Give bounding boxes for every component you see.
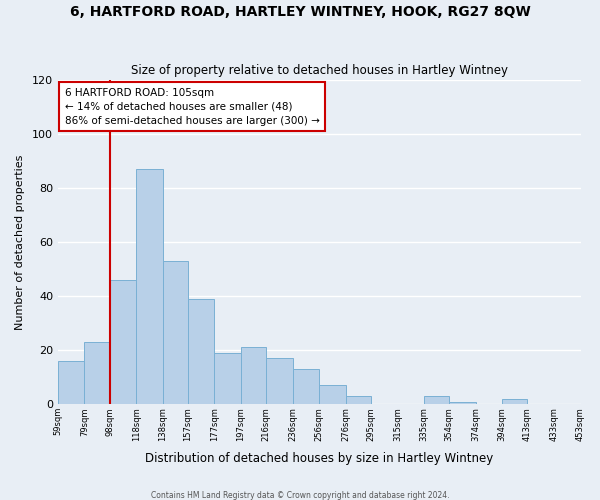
Y-axis label: Number of detached properties: Number of detached properties (15, 154, 25, 330)
Text: 6 HARTFORD ROAD: 105sqm
← 14% of detached houses are smaller (48)
86% of semi-de: 6 HARTFORD ROAD: 105sqm ← 14% of detache… (65, 88, 319, 126)
X-axis label: Distribution of detached houses by size in Hartley Wintney: Distribution of detached houses by size … (145, 452, 493, 465)
Bar (163, 261, 188, 404)
Bar (85, 342, 110, 404)
Text: 6, HARTFORD ROAD, HARTLEY WINTNEY, HOOK, RG27 8QW: 6, HARTFORD ROAD, HARTLEY WINTNEY, HOOK,… (70, 5, 530, 19)
Bar (58, 361, 85, 404)
Bar (136, 169, 163, 404)
Bar (188, 298, 214, 404)
Text: Contains HM Land Registry data © Crown copyright and database right 2024.: Contains HM Land Registry data © Crown c… (151, 490, 449, 500)
Bar (214, 353, 241, 404)
Bar (502, 399, 527, 404)
Bar (319, 386, 346, 404)
Bar (449, 402, 476, 404)
Bar (293, 369, 319, 404)
Bar (346, 396, 371, 404)
Bar (266, 358, 293, 404)
Title: Size of property relative to detached houses in Hartley Wintney: Size of property relative to detached ho… (131, 64, 508, 77)
Bar (241, 348, 266, 404)
Bar (110, 280, 136, 404)
Bar (424, 396, 449, 404)
